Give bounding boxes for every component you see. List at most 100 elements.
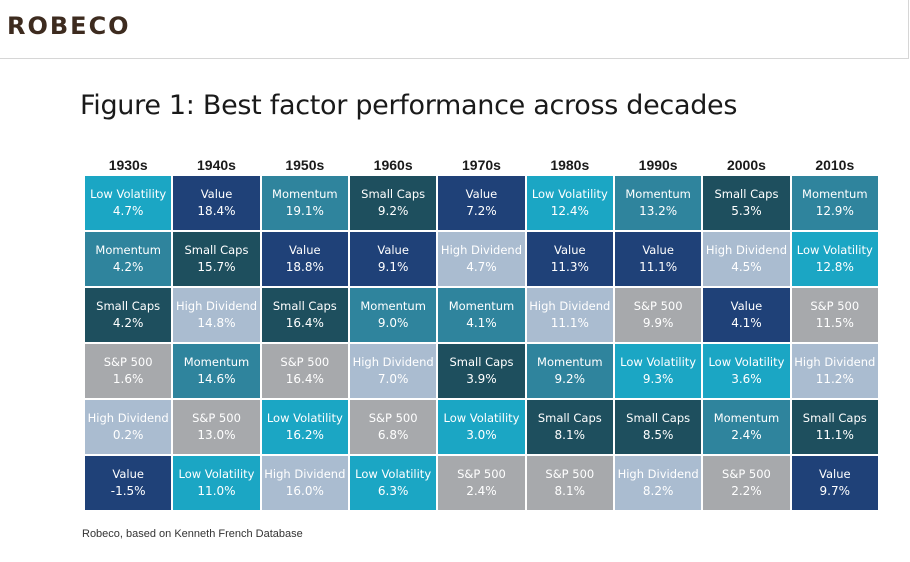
factor-return: 6.3% [377,484,409,498]
factor-cell: Value 9.7% [790,455,879,511]
factor-return: 8.2% [642,484,674,498]
factor-return: 2.4% [731,428,762,442]
factor-name: S&P 500 [103,355,153,369]
factor-return: -1.5% [110,484,146,498]
factor-name: Small Caps [626,411,691,425]
factor-return: 11.1% [550,316,589,330]
factor-name: Momentum [625,187,691,201]
factor-cell: Value 9.1% [348,231,438,287]
factor-cell: Momentum 9.0% [348,287,438,343]
factor-name: Small Caps [714,187,779,201]
factor-name: Momentum [802,187,868,201]
header-bar: ROBECO [0,0,909,59]
factor-return: 4.5% [731,260,762,274]
factor-return: 13.2% [639,204,678,218]
factor-name: Low Volatility [443,411,520,425]
factor-name: Small Caps [361,187,426,201]
factor-cell: Small Caps 16.4% [260,287,349,343]
factor-name: High Dividend [440,243,523,257]
factor-return: 9.3% [642,372,674,386]
factor-cell: S&P 500 13.0% [172,399,261,455]
factor-name: Momentum [360,299,426,313]
factor-cell: High Dividend 14.8% [172,287,261,343]
factor-return: 11.2% [815,372,854,386]
factor-cell: Value 18.8% [260,231,349,287]
factor-cell: Small Caps 15.7% [172,231,261,287]
factor-name: Low Volatility [531,187,608,201]
factor-cell: Low Volatility 3.6% [702,343,791,399]
factor-name: Momentum [183,355,250,369]
factor-cell: S&P 500 6.8% [348,399,438,455]
factor-return: 3.9% [466,372,497,386]
factor-name: High Dividend [617,467,699,481]
factor-return: 8.1% [554,428,586,442]
factor-return: 3.6% [731,372,762,386]
factor-name: Low Volatility [708,355,785,369]
factor-return: 16.4% [285,316,324,330]
factor-return: 2.4% [466,484,497,498]
decade-label: 1950s [285,157,325,173]
factor-name: S&P 500 [545,467,595,481]
factor-cell: Momentum 19.1% [260,175,349,231]
factor-name: Momentum [713,411,780,425]
factor-cell: S&P 500 1.6% [84,343,173,399]
factor-return: 4.7% [112,204,144,218]
factor-cell: Low Volatility 6.3% [348,455,438,511]
factor-return: 11.1% [639,260,678,274]
factor-cell: Value 11.1% [613,231,703,287]
factor-name: Momentum [537,355,603,369]
factor-return: 16.0% [285,484,324,498]
factor-cell: Value 11.3% [525,231,614,287]
decade-label: 2010s [815,157,855,173]
factor-return: 7.0% [377,372,409,386]
factor-cell: S&P 500 8.1% [525,455,614,511]
factor-return: 8.1% [554,484,586,498]
factor-cell: S&P 500 16.4% [260,343,349,399]
robeco-logo[interactable]: ROBECO [7,12,131,40]
factor-return: 14.8% [197,316,236,330]
factor-return: 13.0% [197,428,236,442]
factor-return: 6.8% [377,428,409,442]
factor-return: 12.8% [815,260,854,274]
factor-cell: High Dividend 0.2% [84,399,173,455]
factor-cell: Momentum 2.4% [702,399,791,455]
factor-cell: Small Caps 11.1% [790,399,879,455]
factor-cell: S&P 500 11.5% [790,287,879,343]
factor-name: Low Volatility [178,467,255,481]
factor-name: High Dividend [529,299,611,313]
factor-return: 8.5% [642,428,674,442]
factor-return: 1.6% [112,372,144,386]
factor-cell: Small Caps 8.1% [525,399,614,455]
factor-name: High Dividend [705,243,788,257]
factor-return: 4.2% [112,260,144,274]
factor-return: 5.3% [731,204,762,218]
factor-name: Value [112,467,144,481]
factor-return: 9.1% [377,260,409,274]
factor-cell: Small Caps 5.3% [702,175,791,231]
factor-name: Small Caps [96,299,161,313]
factor-name: S&P 500 [633,299,683,313]
factor-cell: Small Caps 8.5% [613,399,703,455]
factor-name: Value [465,187,498,201]
factor-name: Momentum [95,243,161,257]
factor-name: Low Volatility [90,187,167,201]
factor-name: Value [818,467,851,481]
factor-cell: High Dividend 11.1% [525,287,614,343]
factor-cell: Small Caps 9.2% [348,175,438,231]
factor-return: 11.0% [197,484,236,498]
factor-return: 4.7% [466,260,497,274]
factor-return: 9.0% [377,316,409,330]
factor-cell: Low Volatility 4.7% [84,175,173,231]
factor-return: 16.2% [285,428,324,442]
factor-cell: High Dividend 4.5% [702,231,791,287]
figure-title: Figure 1: Best factor performance across… [80,90,738,121]
factor-return: 3.0% [466,428,497,442]
factor-name: S&P 500 [722,467,771,481]
factor-cell: High Dividend 11.2% [790,343,879,399]
factor-return: 11.3% [550,260,589,274]
factor-cell: Small Caps 3.9% [437,343,526,399]
decade-label: 1980s [550,157,590,173]
decade-label: 1930s [108,157,148,173]
factor-cell: Low Volatility 12.8% [790,231,879,287]
factor-name: Low Volatility [266,411,343,425]
